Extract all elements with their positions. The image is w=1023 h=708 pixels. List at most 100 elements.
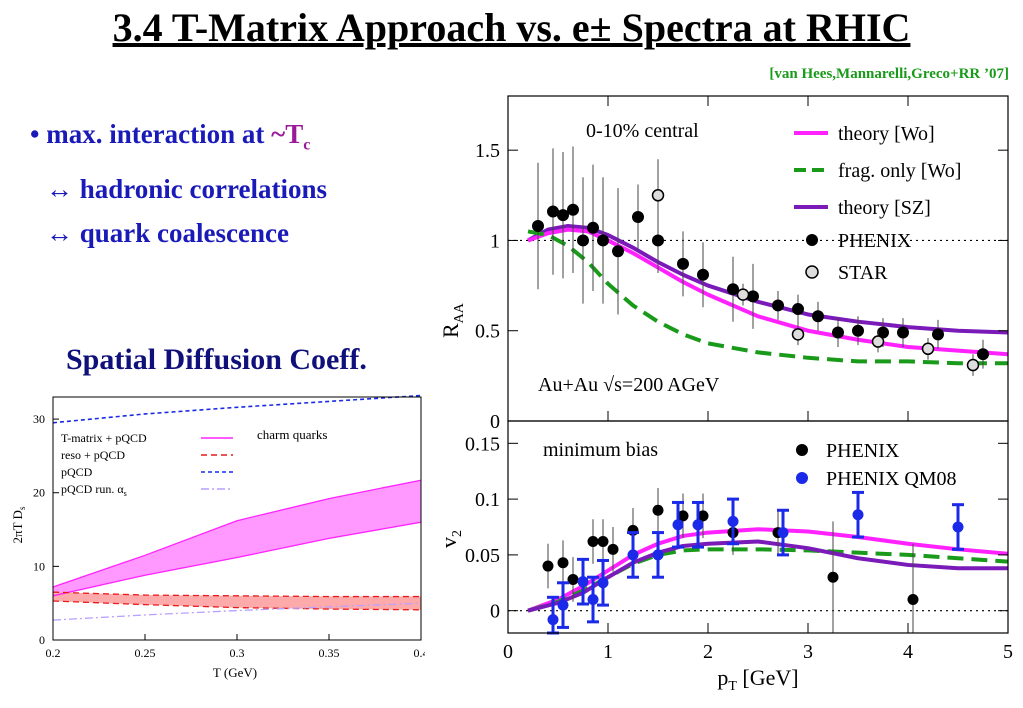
pt-axis-label: pT [GeV]	[717, 665, 798, 694]
star-point	[921, 342, 935, 356]
legend-frag-only: frag. only [Wo]	[838, 160, 961, 182]
phenix-point	[792, 303, 804, 316]
phenix-qm08-point	[627, 549, 639, 561]
phenix-point	[852, 324, 864, 337]
legend-phenix-marker	[806, 234, 818, 246]
legend-entry: pQCD	[61, 465, 93, 479]
bullet-list: • max. interaction at ~Tc ↔ hadronic cor…	[30, 112, 327, 255]
phenix-point	[587, 221, 599, 234]
v2-x-tick-label: 2	[703, 641, 713, 663]
raa-legend: theory [Wo] frag. only [Wo] theory [SZ] …	[794, 123, 961, 284]
x-tick-label: 0.2	[46, 646, 61, 660]
phenix-point	[932, 328, 944, 341]
v2-x-tick-label: 4	[903, 641, 913, 663]
phenix-v2-point	[567, 573, 579, 585]
y-tick-label: 20	[33, 486, 45, 500]
legend-phenix-qm08: PHENIX QM08	[826, 468, 957, 490]
phenix-v2-point	[607, 543, 619, 555]
phenix-v2-point	[652, 504, 664, 516]
phenix-v2-point	[587, 536, 599, 548]
pqcd-running-line	[52, 602, 422, 621]
legend-theory-sz: theory [SZ]	[838, 197, 931, 219]
phenix-qm08-point	[777, 527, 789, 539]
star-point	[871, 335, 885, 348]
annotation-minimum-bias: minimum bias	[543, 439, 658, 461]
legend-entry: pQCD run. αs	[61, 482, 127, 498]
phenix-qm08-point	[852, 509, 864, 521]
subheading: Spatial Diffusion Coeff.	[66, 343, 367, 376]
v2-legend: PHENIX PHENIX QM08	[796, 440, 957, 490]
v2-y-tick-label: 0.05	[465, 545, 500, 567]
phenix-qm08-point	[672, 519, 684, 531]
v2-x-tick-label: 0	[503, 641, 513, 663]
phenix-point	[832, 326, 844, 339]
phenix-point	[677, 257, 689, 270]
bullet-quark: ↔ quark coalescence	[46, 218, 289, 249]
slide-title: 3.4 T-Matrix Approach vs. e± Spectra at …	[112, 5, 911, 50]
legend-phenix-v2-marker	[796, 444, 808, 456]
phenix-point	[772, 299, 784, 312]
phenix-qm08-point	[597, 577, 609, 589]
legend-phenix: PHENIX	[838, 230, 912, 252]
legend-star-marker	[805, 265, 819, 279]
phenix-v2-point	[597, 536, 609, 548]
tmatrix-band	[53, 480, 421, 596]
phenix-v2-point	[907, 594, 919, 606]
annotation-charm-quarks: charm quarks	[257, 427, 327, 442]
annotation-central: 0-10% central	[586, 120, 699, 142]
phenix-point	[557, 209, 569, 222]
phenix-qm08-point	[557, 599, 569, 611]
x-tick-label: 0.3	[230, 646, 245, 660]
citation: [van Hees,Mannarelli,Greco+RR ’07]	[769, 66, 1009, 82]
star-point	[736, 288, 750, 301]
bullet-max-interaction: • max. interaction at ~Tc	[30, 119, 311, 154]
raa-axis-label: RAA	[438, 302, 467, 338]
phenix-qm08-point	[587, 594, 599, 606]
reso-lower-line	[52, 600, 422, 611]
x-tick-label: 0.35	[319, 646, 340, 660]
x-tick-label: 0.4	[414, 646, 426, 660]
legend-star: STAR	[838, 262, 888, 284]
phenix-qm08-point	[952, 521, 964, 533]
phenix-point	[727, 283, 739, 296]
phenix-v2-point	[542, 560, 554, 572]
x-tick-label: 0.25	[135, 646, 156, 660]
phenix-point	[747, 290, 759, 303]
phenix-point	[547, 205, 559, 218]
raa-y-tick-label: 1.5	[475, 140, 500, 162]
y-tick-label: 0	[39, 633, 45, 647]
phenix-qm08-point	[577, 576, 589, 588]
y-axis-label: 2πT Ds	[10, 506, 27, 543]
legend-entry: T-matrix + pQCD	[61, 431, 147, 445]
v2-y-tick-label: 0.15	[465, 433, 500, 455]
star-point	[791, 328, 805, 341]
star-point	[651, 189, 665, 202]
v2-x-tick-label: 5	[1003, 641, 1013, 663]
phenix-point	[532, 220, 544, 232]
star-point	[966, 358, 980, 372]
raa-frag-line	[527, 229, 1008, 366]
phenix-point	[697, 268, 709, 281]
phenix-qm08-point	[652, 549, 664, 561]
raa-y-tick-label: 1	[490, 230, 500, 252]
phenix-point	[877, 326, 889, 339]
phenix-point	[977, 348, 989, 361]
v2-theory-sz-line	[527, 539, 1008, 613]
tmatrix-lower-line	[52, 521, 422, 597]
phenix-point	[612, 245, 624, 258]
phenix-point	[812, 310, 824, 323]
v2-x-tick-label: 1	[603, 641, 613, 663]
tmatrix-upper-line	[52, 479, 422, 588]
v2-y-tick-label: 0.1	[475, 489, 500, 511]
phenix-point	[567, 203, 579, 216]
y-tick-label: 30	[33, 412, 45, 426]
phenix-qm08-point	[547, 614, 559, 626]
phenix-qm08-point	[727, 515, 739, 527]
legend-entry: reso + pQCD	[61, 448, 125, 462]
phenix-point	[632, 210, 644, 223]
phenix-v2-point	[697, 510, 709, 522]
phenix-point	[577, 234, 589, 247]
phenix-v2-point	[827, 571, 839, 583]
phenix-point	[652, 234, 664, 247]
phenix-qm08-point	[692, 519, 704, 531]
